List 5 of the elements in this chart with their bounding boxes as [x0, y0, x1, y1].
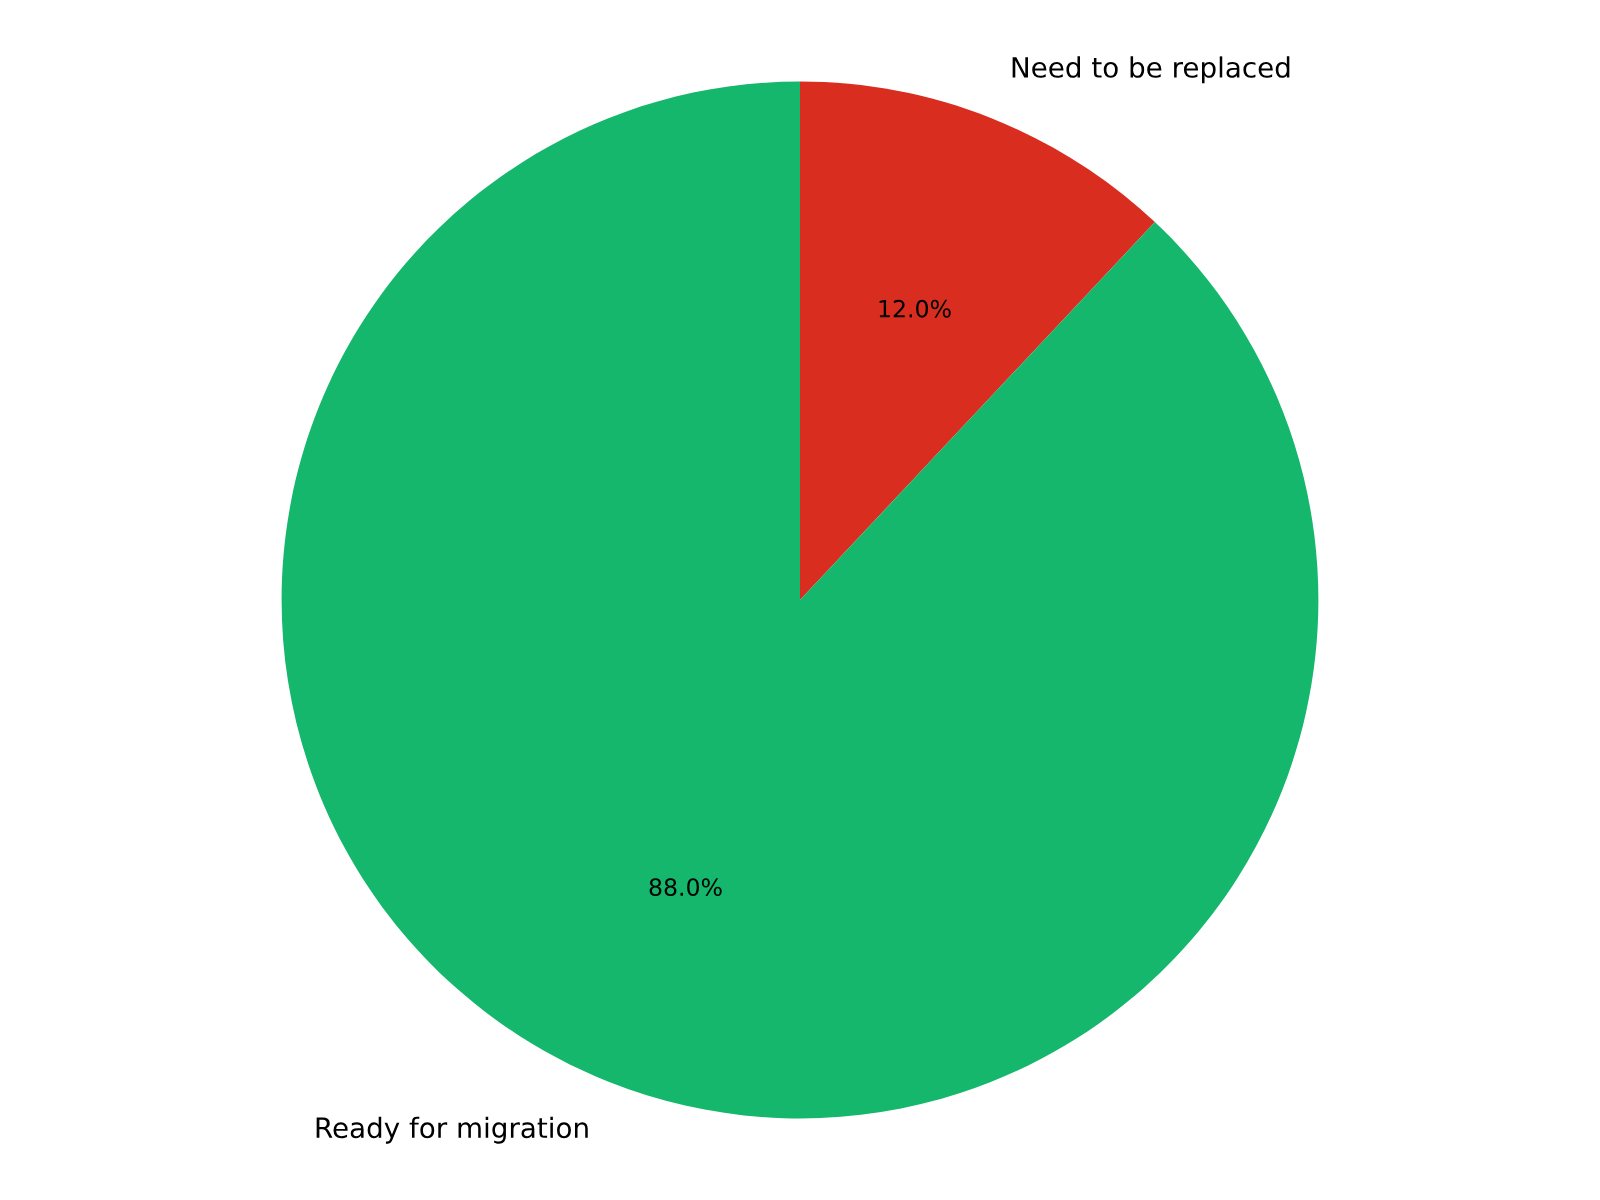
slice-label: Need to be replaced [1012, 56, 1290, 84]
slice-label: Ready for migration [316, 1116, 588, 1144]
data-label: 88.0% [649, 878, 722, 897]
pie-slice [800, 81, 1155, 600]
data-label: 12.0% [879, 299, 951, 318]
